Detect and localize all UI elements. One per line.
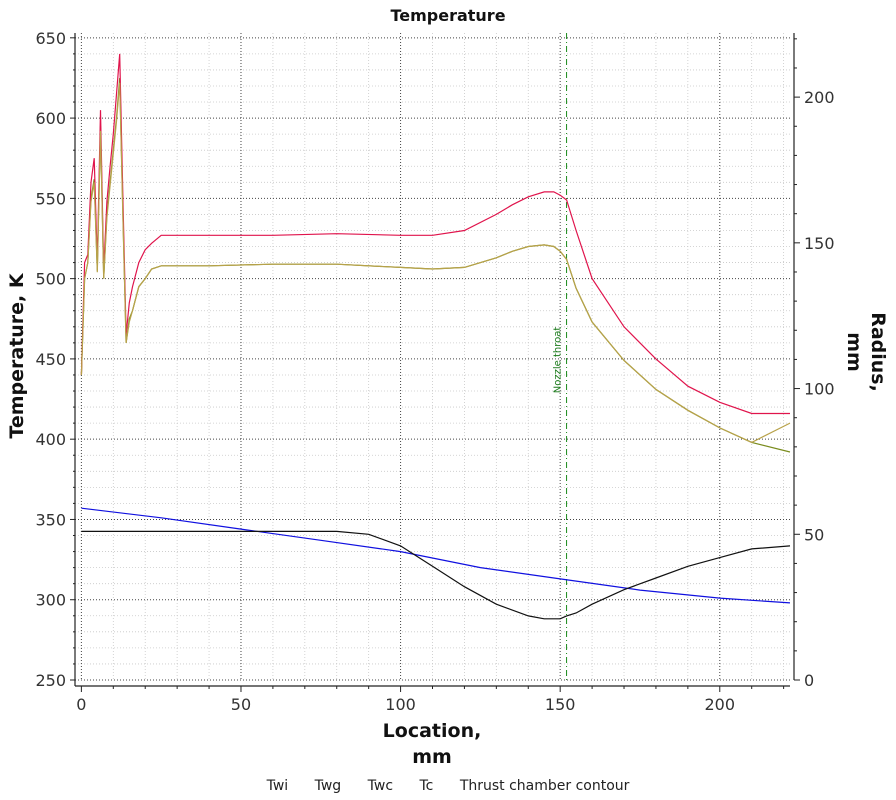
y-axis-label: Temperature, K (6, 272, 28, 438)
x-tick-label: 50 (231, 695, 251, 714)
x-axis-label: Location, mm (383, 720, 482, 768)
x-tick-label: 150 (545, 695, 576, 714)
y2-tick-label: 100 (804, 380, 835, 399)
legend-item-contour: Thrust chamber contour (459, 778, 630, 794)
y2-tick-label: 0 (804, 671, 814, 690)
y-tick-label: 650 (35, 29, 66, 48)
y-tick-label: 550 (35, 189, 66, 208)
chart-title: Temperature (390, 6, 505, 25)
series-line-tc (81, 507, 791, 604)
y-tick-label: 600 (35, 109, 66, 128)
y2-tick-label: 150 (804, 234, 835, 253)
chart-legend: Twi Twg Twc Tc Thrust chamber contour (0, 778, 896, 794)
x-tick-label: 100 (385, 695, 416, 714)
legend-item-tc: Tc (419, 778, 434, 794)
nozzle-throat-label: Nozzle throat (553, 327, 564, 394)
y-tick-label: 250 (35, 671, 66, 690)
legend-item-twg: Twg (314, 778, 342, 794)
y-tick-label: 500 (35, 270, 66, 289)
y-tick-label: 450 (35, 350, 66, 369)
x-tick-label: 0 (76, 695, 86, 714)
y2-tick-label: 200 (804, 88, 835, 107)
series-line-twc (80, 82, 791, 444)
legend-item-twc: Twc (367, 778, 394, 794)
y-tick-label: 400 (35, 430, 66, 449)
y-tick-label: 300 (35, 591, 66, 610)
x-tick-label: 200 (705, 695, 736, 714)
legend-item-twi: Twi (266, 778, 289, 794)
y2-tick-label: 50 (804, 525, 824, 544)
y-tick-label: 350 (35, 510, 66, 529)
series-line-thrust-chamber-contour (81, 530, 791, 620)
y2-axis-label: Radius,mm (843, 312, 889, 392)
